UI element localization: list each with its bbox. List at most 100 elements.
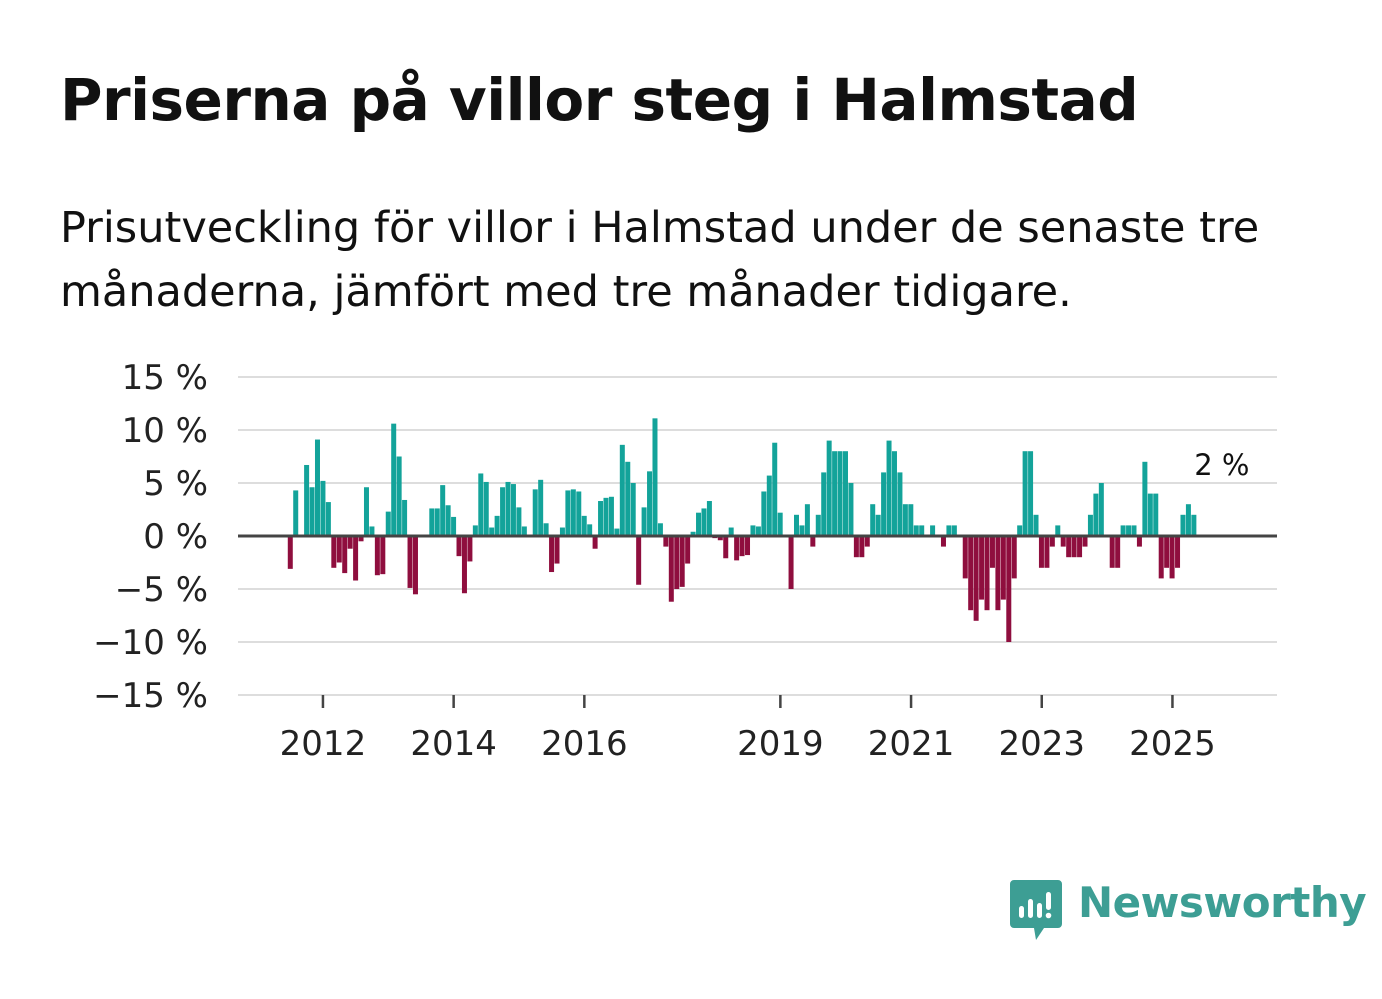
bar [1066, 536, 1072, 558]
y-tick-label: 15 % [122, 358, 208, 398]
bar [881, 472, 887, 536]
bar [412, 536, 418, 595]
bar [951, 525, 957, 536]
bar [1022, 451, 1028, 536]
bar [968, 536, 974, 611]
y-tick-label: 0 % [143, 517, 208, 557]
bar [706, 501, 712, 536]
bar [772, 442, 778, 536]
bar [1071, 536, 1077, 558]
bar [864, 536, 870, 547]
bar [516, 507, 522, 536]
bar [489, 527, 495, 536]
bar [723, 536, 729, 559]
bar [391, 423, 397, 536]
bar [755, 526, 761, 536]
bar [930, 525, 936, 536]
bar [902, 504, 908, 536]
bar [570, 489, 576, 536]
bar [973, 536, 979, 621]
last-value-label: 2 % [1194, 448, 1249, 482]
bar [1049, 536, 1055, 547]
bar [908, 504, 914, 536]
bar [853, 536, 859, 558]
bar [1044, 536, 1050, 568]
annotations: 2 % [1194, 448, 1249, 482]
bar [674, 536, 680, 589]
bar [538, 479, 544, 536]
bar [1006, 536, 1012, 642]
bar [483, 481, 489, 536]
bar [1147, 493, 1153, 536]
bar [358, 536, 364, 542]
bar [690, 531, 696, 536]
x-tick-label: 2019 [737, 724, 824, 764]
bar [1131, 525, 1137, 536]
bar [402, 499, 408, 536]
bar [625, 461, 631, 536]
bar [979, 536, 985, 600]
bar [1115, 536, 1121, 568]
bar [1093, 493, 1099, 536]
bar [581, 515, 587, 536]
bar [1175, 536, 1181, 568]
bar [815, 514, 821, 536]
bar [1033, 514, 1039, 536]
newsworthy-logo-icon [1010, 880, 1062, 940]
bar [940, 536, 946, 547]
bar [995, 536, 1001, 611]
chart-subtitle: Prisutveckling för villor i Halmstad und… [60, 203, 1260, 317]
bar [821, 472, 827, 536]
bar [320, 480, 326, 536]
x-tick-label: 2023 [998, 724, 1085, 764]
bar [603, 497, 609, 536]
bar [608, 496, 614, 536]
bar [679, 536, 685, 587]
bar [287, 536, 293, 569]
grid-lines [238, 376, 1277, 696]
bar [336, 536, 342, 563]
y-tick-label: −15 % [93, 676, 208, 716]
bar [652, 418, 658, 536]
bar [919, 525, 925, 536]
bar [799, 525, 805, 536]
bar [657, 523, 663, 536]
bar [380, 536, 386, 575]
y-axis-labels: 15 % 10 % 5 % 0 % −5 % −10 % −15 % [93, 358, 208, 716]
bar [532, 489, 538, 536]
bar [1158, 536, 1164, 579]
bar [1077, 536, 1083, 558]
bar [576, 491, 582, 536]
bar [342, 536, 348, 574]
bar [946, 525, 952, 536]
bar [614, 528, 620, 536]
bar [554, 536, 560, 564]
y-tick-label: −5 % [115, 570, 208, 610]
bar [374, 536, 380, 576]
y-tick-label: 10 % [122, 411, 208, 451]
bar [761, 491, 767, 536]
bar [353, 536, 359, 581]
bar [565, 490, 571, 536]
bar [445, 505, 451, 536]
bar [701, 508, 707, 536]
bar [962, 536, 968, 579]
bar [750, 525, 756, 536]
bar [478, 473, 484, 536]
bar [1126, 525, 1132, 536]
bar [587, 524, 593, 536]
bar [456, 536, 462, 557]
bar [309, 487, 315, 536]
bar [385, 511, 391, 536]
x-tick-label: 2021 [868, 724, 955, 764]
bar [777, 512, 783, 536]
bar [848, 483, 854, 536]
y-tick-label: 5 % [143, 464, 208, 504]
bar [870, 504, 876, 536]
bar [1153, 493, 1159, 536]
x-tick-label: 2012 [280, 724, 367, 764]
bar [434, 508, 440, 536]
bar [325, 502, 331, 536]
bar [837, 451, 843, 536]
bar [739, 536, 745, 557]
